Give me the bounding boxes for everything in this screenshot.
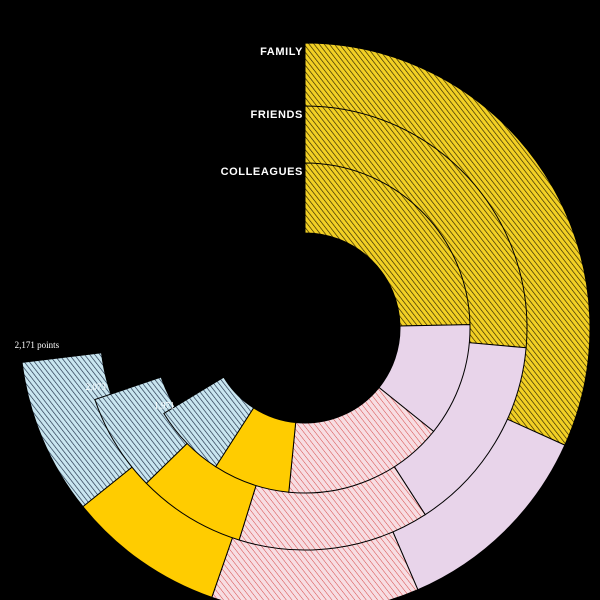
total-label-family: 2,171 points [15,340,60,350]
total-label-friends: 2,073 [86,382,107,392]
ring-label-family: FAMILY [260,46,303,58]
arc-layer [21,42,591,600]
label-layer: FAMILY 2,171 points FRIENDS 2,073 COLLEAGUES… [15,46,303,411]
ring-label-colleagues: COLLEAGUES [221,166,303,178]
total-label-colleagues: 1,971 [154,401,174,411]
ring-colleagues-segment-yellow-hatched [304,162,471,327]
ring-label-friends: FRIENDS [251,109,303,121]
ring-colleagues-segment-blue-hatched [163,376,255,468]
